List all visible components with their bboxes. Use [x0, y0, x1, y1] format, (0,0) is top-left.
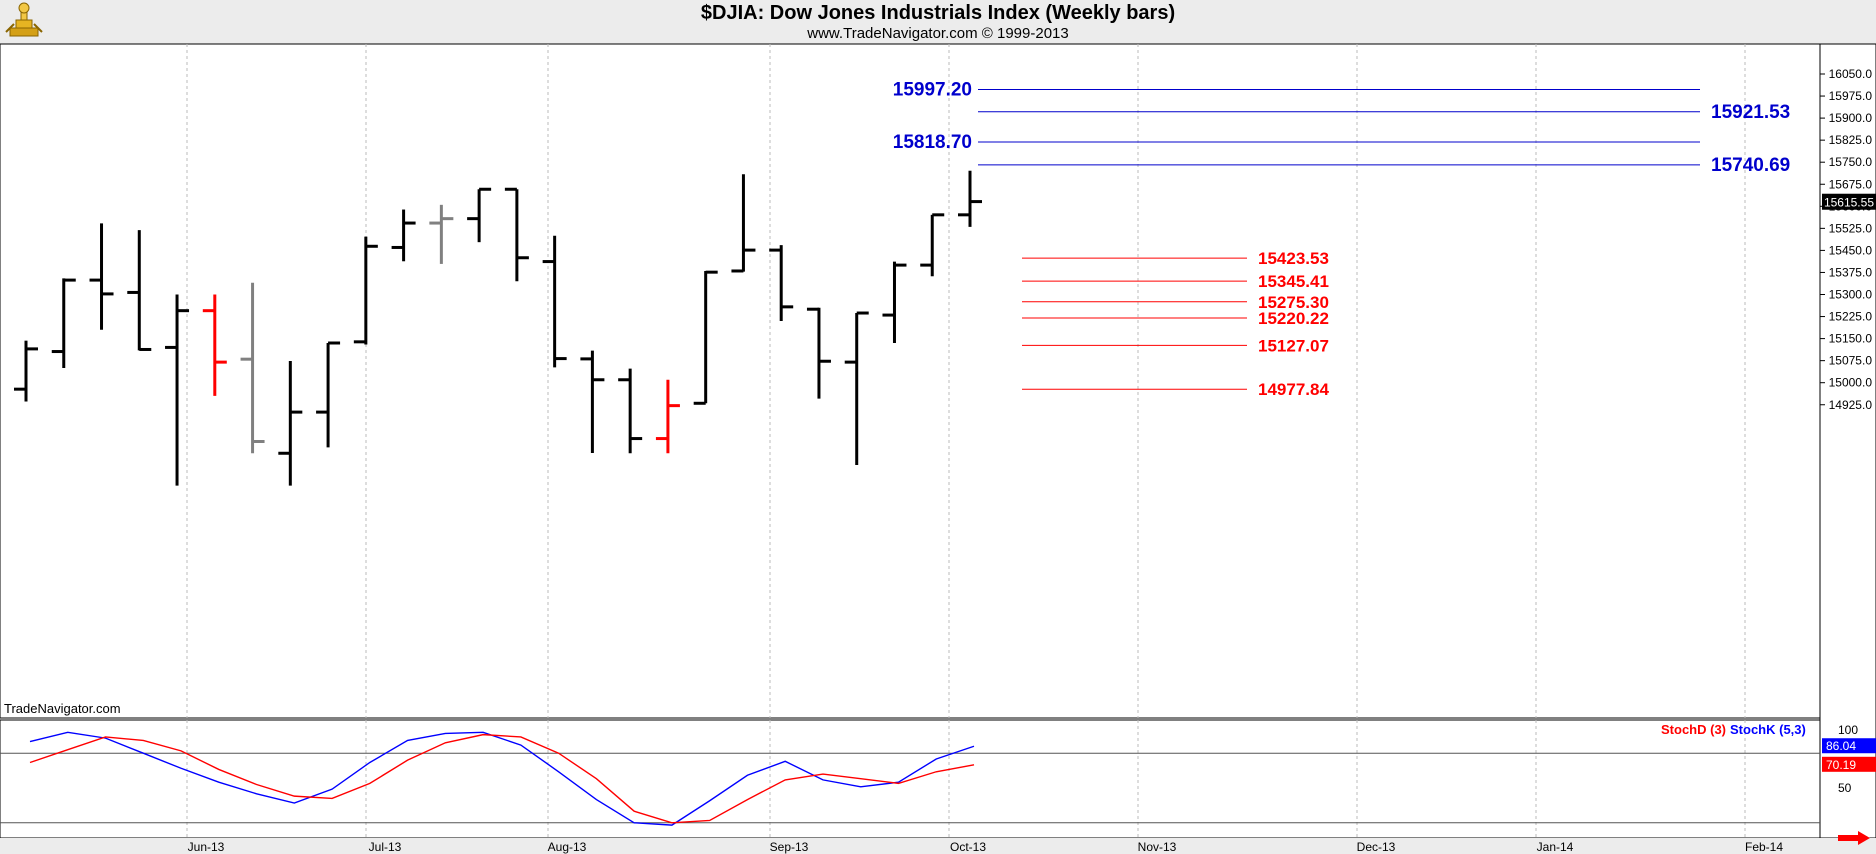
ohlc-bars — [14, 170, 982, 486]
y-tick-label: 15750.0 — [1829, 155, 1873, 169]
chart-title: $DJIA: Dow Jones Industrials Index (Week… — [700, 2, 1176, 24]
y-tick-label: 15900.0 — [1829, 111, 1873, 125]
retracement-label: 15220.22 — [1258, 309, 1329, 328]
stoch-value-box — [1822, 738, 1876, 754]
stoch-y-tick-label: 100 — [1838, 723, 1858, 737]
projection-label: 15740.69 — [1711, 155, 1790, 176]
y-tick-label: 16050.0 — [1829, 67, 1873, 81]
x-tick-label: Aug-13 — [548, 840, 587, 854]
y-tick-label: 15150.0 — [1829, 332, 1873, 346]
scroll-right-arrow-icon[interactable] — [1838, 831, 1870, 850]
retracement-label: 15275.30 — [1258, 293, 1329, 312]
retracement-label: 15127.07 — [1258, 336, 1329, 355]
stochastic-panel — [0, 719, 1821, 839]
stoch-y-tick-label: 50 — [1838, 781, 1852, 795]
x-tick-label: Sep-13 — [770, 840, 809, 854]
y-tick-label: 14925.0 — [1829, 398, 1873, 412]
y-tick-label: 15975.0 — [1829, 89, 1873, 103]
retracement-label: 15423.53 — [1258, 249, 1329, 268]
watermark: TradeNavigator.com — [4, 701, 121, 716]
x-tick-label: Feb-14 — [1745, 840, 1783, 854]
y-tick-label: 15225.0 — [1829, 310, 1873, 324]
stoch-series-line — [29, 733, 975, 824]
stoch-value-label: 70.19 — [1826, 758, 1856, 772]
y-tick-label: 15300.0 — [1829, 288, 1873, 302]
projection-label: 15818.70 — [893, 132, 972, 153]
projection-label: 15997.20 — [893, 80, 972, 101]
y-tick-label: 15450.0 — [1829, 243, 1873, 257]
projection-label: 15921.53 — [1711, 102, 1790, 123]
y-tick-label: 15525.0 — [1829, 221, 1873, 235]
stoch-value-box — [1822, 756, 1876, 772]
x-tick-label: Oct-13 — [950, 840, 986, 854]
y-tick-label: 15075.0 — [1829, 354, 1873, 368]
trade-navigator-logo-icon — [2, 2, 44, 40]
last-price-box — [1822, 193, 1876, 210]
retracement-label: 14977.84 — [1258, 380, 1329, 399]
x-axis-area — [0, 838, 1876, 854]
y-tick-label: 15825.0 — [1829, 133, 1873, 147]
last-price-label: 15615.55 — [1824, 196, 1874, 210]
x-tick-label: Nov-13 — [1138, 840, 1177, 854]
y-tick-label: 15675.0 — [1829, 177, 1873, 191]
y-axis-area — [1819, 43, 1876, 839]
chart-header — [0, 0, 1876, 44]
stoch-legend-d: StochD (3) — [1661, 722, 1726, 737]
chart-subtitle: www.TradeNavigator.com © 1999-2013 — [807, 25, 1069, 42]
price-panel — [0, 43, 1821, 719]
stoch-series-line — [29, 731, 975, 826]
retracement-label: 15345.41 — [1258, 272, 1329, 291]
stoch-value-label: 86.04 — [1826, 739, 1856, 753]
x-tick-label: Jan-14 — [1537, 840, 1574, 854]
y-tick-label: 15000.0 — [1829, 376, 1873, 390]
y-tick-label: 15375.0 — [1829, 265, 1873, 279]
x-tick-label: Jul-13 — [369, 840, 402, 854]
x-tick-label: Dec-13 — [1357, 840, 1396, 854]
stoch-legend-k: StochK (5,3) — [1730, 722, 1806, 737]
x-tick-label: Jun-13 — [188, 840, 225, 854]
